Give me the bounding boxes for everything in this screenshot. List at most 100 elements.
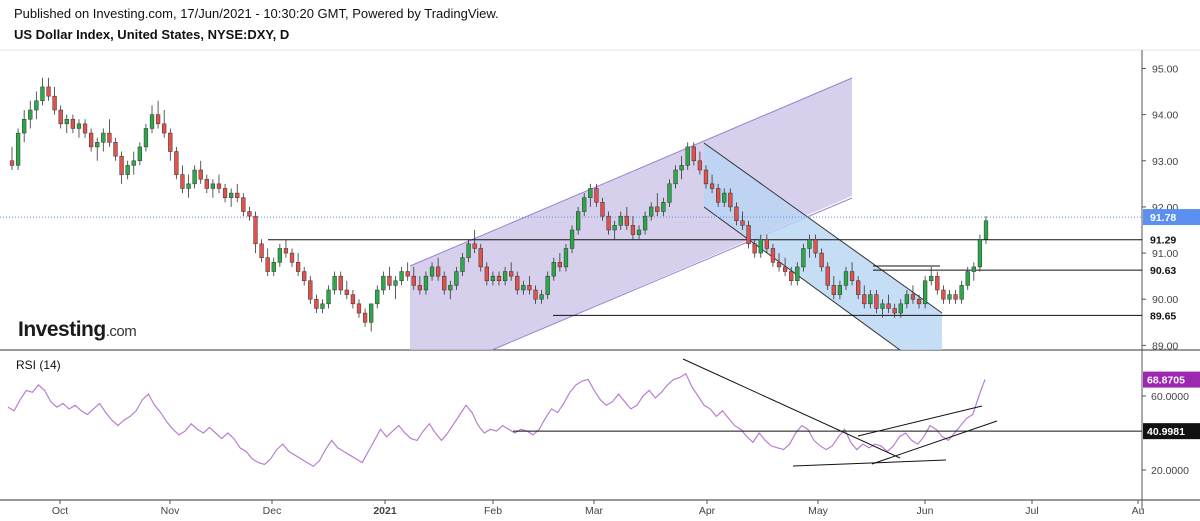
candle-body <box>320 303 325 309</box>
candle-body <box>387 275 392 286</box>
last-price-tag: 91.78 <box>1150 212 1176 224</box>
candle-body <box>295 262 301 272</box>
time-tick-label: Au <box>1132 505 1145 517</box>
rsi-up-trendline-2 <box>871 420 998 465</box>
candle-body <box>478 248 483 268</box>
candle-body <box>40 86 45 102</box>
candle-body <box>344 289 349 295</box>
candle-body <box>125 165 130 175</box>
candle-body <box>448 285 453 291</box>
candle-body <box>162 123 167 134</box>
level-tag-89-65-bg <box>1143 307 1200 324</box>
candle-body <box>557 262 563 268</box>
candle-body <box>259 243 264 258</box>
candle-body <box>582 197 587 212</box>
price-tick-label: 89.00 <box>1152 340 1178 352</box>
down-channel-lower <box>703 206 901 351</box>
candle-body <box>362 312 368 323</box>
candle-body <box>502 271 508 282</box>
candle-body <box>369 303 374 323</box>
candle-body <box>271 262 276 272</box>
level-tag-91-29-bg <box>1143 231 1200 248</box>
candle-body <box>801 248 806 268</box>
candle-body <box>509 271 514 277</box>
ascending-channel <box>410 78 852 350</box>
candle-body <box>892 308 897 314</box>
candle-body <box>612 225 617 231</box>
candle-body <box>776 262 782 268</box>
candle-body <box>265 257 270 272</box>
candle-body <box>64 118 69 125</box>
candle-body <box>807 238 812 249</box>
down-channel-upper <box>703 142 943 314</box>
candle-body <box>454 271 459 286</box>
candle-body <box>916 298 922 305</box>
candle-body <box>606 215 611 231</box>
candle-body <box>204 178 209 189</box>
candle-body <box>253 215 258 245</box>
candle-body <box>235 192 240 198</box>
price-tick-label: 93.00 <box>1152 156 1178 168</box>
logo-domain: .com <box>105 323 137 340</box>
candle-body <box>636 229 642 235</box>
candle-body <box>527 285 532 291</box>
candle-body <box>594 188 599 203</box>
candle-body <box>381 275 386 291</box>
publish-info: Published on Investing.com, 17/Jun/2021 … <box>14 6 499 21</box>
candle-body <box>880 303 885 309</box>
candle-body <box>283 248 289 254</box>
rsi-support-line <box>792 459 947 467</box>
candle-body <box>868 294 873 305</box>
candle-body <box>429 266 435 277</box>
level-tag-90-63-bg <box>1143 262 1200 279</box>
candle-body <box>405 271 410 277</box>
candle-body <box>935 275 940 291</box>
time-tick-label: Nov <box>161 505 180 517</box>
candle-body <box>52 95 57 111</box>
candle-body <box>722 192 727 203</box>
candle-body <box>655 206 660 212</box>
time-tick-label: Feb <box>484 505 502 517</box>
candle-body <box>119 155 124 175</box>
candle-body <box>624 215 629 226</box>
candle-body <box>588 188 593 198</box>
candle-body <box>34 100 39 111</box>
candle-body <box>466 243 471 258</box>
time-tick-label: Dec <box>263 505 282 517</box>
candle-body <box>539 294 544 300</box>
logo-brand: Investing <box>18 318 106 341</box>
candle-body <box>600 202 605 217</box>
candle-body <box>782 266 788 272</box>
candle-body <box>679 165 684 171</box>
candle-body <box>131 160 136 166</box>
candle-body <box>350 294 356 305</box>
candle-body <box>740 220 745 226</box>
candle-body <box>545 275 550 295</box>
candle-body <box>947 294 952 300</box>
rsi-up-trendline-1 <box>857 405 983 437</box>
candle-body <box>143 128 149 148</box>
candle-body <box>819 252 824 268</box>
candle-body <box>314 298 319 309</box>
candle-body <box>886 303 891 309</box>
time-tick-label: Oct <box>52 505 68 517</box>
candle-body <box>569 229 575 249</box>
time-tick-label: Mar <box>585 505 604 517</box>
candle-body <box>435 266 441 277</box>
candle-body <box>277 248 282 263</box>
candle-body <box>965 271 970 286</box>
candle-body <box>734 206 739 222</box>
candle-body <box>399 271 404 282</box>
candle-body <box>673 169 678 185</box>
time-tick-label: Jul <box>1025 505 1038 517</box>
candle-body <box>752 243 757 254</box>
candle-body <box>764 238 769 249</box>
candle-body <box>289 252 295 263</box>
candle-body <box>953 294 958 300</box>
candle-body <box>618 215 623 226</box>
candle-body <box>180 174 185 189</box>
rsi-label: RSI (14) <box>16 358 61 372</box>
candle-body <box>661 202 666 212</box>
candle-body <box>155 114 161 125</box>
